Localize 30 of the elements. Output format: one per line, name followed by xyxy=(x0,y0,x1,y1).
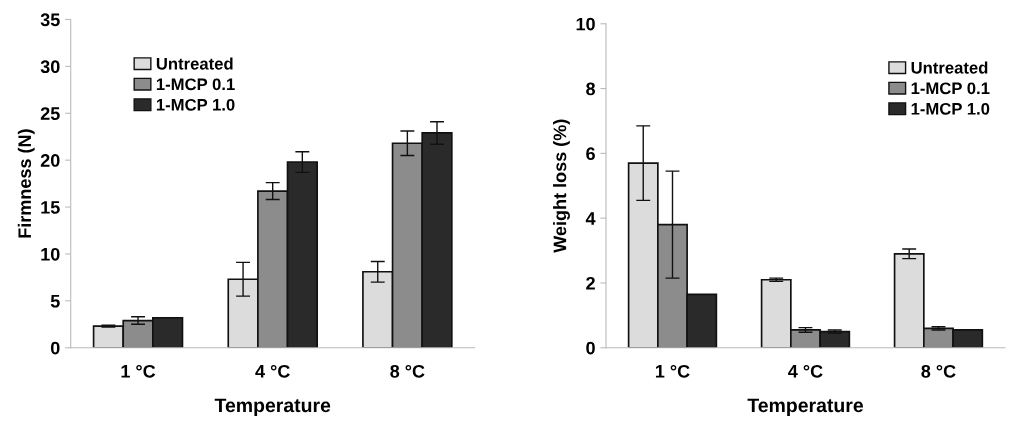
x-tick-label: 1 °C xyxy=(121,364,156,378)
y-tick-label: 0 xyxy=(586,341,595,355)
y-axis-title: Weight loss (%) xyxy=(553,119,570,253)
x-tick-label: 8 °C xyxy=(390,364,425,378)
legend-label: 1-MCP 1.0 xyxy=(911,102,990,115)
y-axis-title: Firmness (N) xyxy=(17,129,35,238)
legend-label: 1-MCP 1.0 xyxy=(156,98,235,111)
legend-label: Untreated xyxy=(156,57,233,70)
y-tick-label: 0 xyxy=(50,341,60,355)
x-axis-title: Temperature xyxy=(747,398,863,417)
y-tick-label: 4 xyxy=(585,212,596,225)
y-tick-label: 35 xyxy=(40,13,60,27)
legend-label: 1-MCP 0.1 xyxy=(911,82,990,95)
y-tick-label: 10 xyxy=(576,17,595,31)
y-tick-label: 15 xyxy=(41,201,60,214)
x-tick-label: 8 °C xyxy=(921,364,956,378)
x-tick-label: 4 °C xyxy=(255,364,290,378)
x-axis-title: Temperature xyxy=(214,398,331,417)
y-tick-label: 2 xyxy=(586,276,595,290)
y-tick-label: 30 xyxy=(40,60,60,74)
y-tick-label: 25 xyxy=(40,107,60,120)
legend-label: 1-MCP 0.1 xyxy=(156,78,235,91)
y-tick-label: 5 xyxy=(50,294,60,308)
y-tick-label: 20 xyxy=(40,154,60,167)
y-tick-label: 8 xyxy=(586,82,596,96)
y-tick-label: 10 xyxy=(41,247,60,261)
y-tick-label: 6 xyxy=(586,147,595,161)
legend-label: Untreated xyxy=(911,61,988,74)
x-tick-label: 4 °C xyxy=(788,364,823,378)
x-tick-label: 1 °C xyxy=(655,364,690,378)
